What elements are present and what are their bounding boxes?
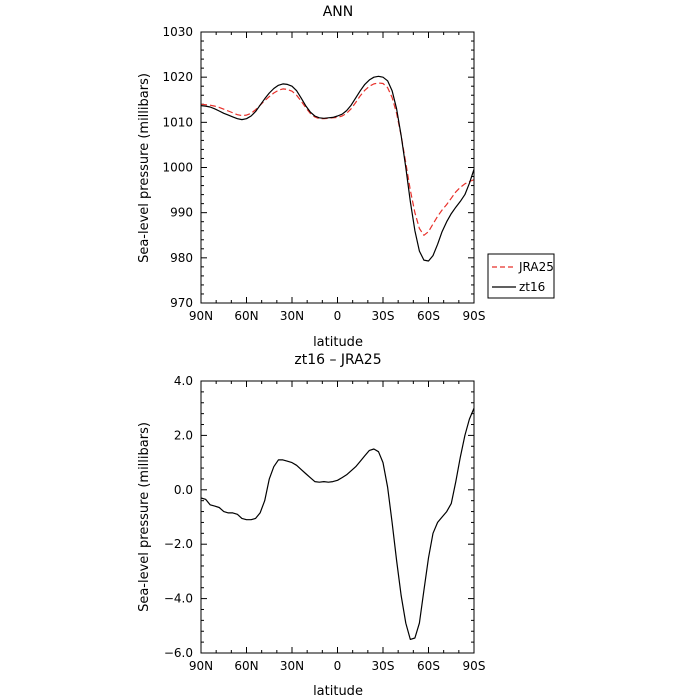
x-tick-label: 90N <box>189 659 213 673</box>
x-axis-label: latitude <box>313 684 363 699</box>
x-tick-label: 90S <box>463 309 486 323</box>
series-layer <box>200 75 475 262</box>
legend-box <box>487 253 555 299</box>
x-tick-label: 30S <box>372 309 395 323</box>
series-line-diff-0 <box>200 407 475 641</box>
chart-title: zt16 – JRA25 <box>294 352 381 368</box>
y-tick-label: −6.0 <box>164 646 193 660</box>
x-tick-label: 60S <box>417 659 440 673</box>
x-tick-label: 30S <box>372 659 395 673</box>
y-axis-label: Sea-level pressure (millibars) <box>137 422 152 612</box>
x-tick-label: 60S <box>417 309 440 323</box>
x-tick-label: 90N <box>189 309 213 323</box>
chart-title: ANN <box>323 4 354 20</box>
y-tick-label: 1020 <box>162 70 193 84</box>
x-tick-label: 30N <box>280 659 304 673</box>
x-tick-label: 0 <box>334 659 342 673</box>
y-axis-label: Sea-level pressure (millibars) <box>137 73 152 263</box>
x-tick-label: 60N <box>234 659 258 673</box>
legend: JRA25 zt16 <box>487 253 555 299</box>
y-tick-label: 0.0 <box>174 483 193 497</box>
x-tick-label: 0 <box>334 309 342 323</box>
series-layer <box>200 407 475 641</box>
series-line-jra25 <box>200 82 475 236</box>
series-line-zt16 <box>200 75 475 262</box>
legend-label-zt16: zt16 <box>519 280 545 294</box>
panel-difference: zt16 – JRA25 Sea-level pressure (milliba… <box>137 352 485 699</box>
x-axis-label: latitude <box>313 335 363 350</box>
y-tick-label: 970 <box>170 296 193 310</box>
y-tick-label: −2.0 <box>164 537 193 551</box>
y-tick-label: 4.0 <box>174 374 193 388</box>
x-tick-label: 30N <box>280 309 304 323</box>
y-tick-label: 1000 <box>162 161 193 175</box>
y-tick-label: −4.0 <box>164 592 193 606</box>
y-tick-label: 1030 <box>162 25 193 39</box>
plot-frame <box>200 31 475 304</box>
y-tick-label: 980 <box>170 251 193 265</box>
y-tick-label: 1010 <box>162 115 193 129</box>
panel-annual-slp: ANN Sea-level pressure (millibars) latit… <box>137 4 555 350</box>
y-tick-label: 2.0 <box>174 428 193 442</box>
x-tick-label: 90S <box>463 659 486 673</box>
x-tick-label: 60N <box>234 309 258 323</box>
tick-layer: 90N 60N 30N 0 30S 60S 90S 970 980 990 1000 1010 1020… <box>162 25 485 323</box>
plot-frame <box>200 380 475 654</box>
y-tick-label: 990 <box>170 206 193 220</box>
legend-label-jra25: JRA25 <box>518 260 554 274</box>
